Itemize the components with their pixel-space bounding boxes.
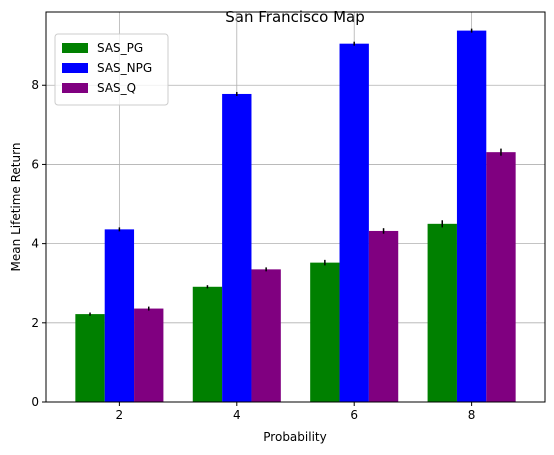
plot-frame	[45, 11, 546, 403]
x-tick-label: 2	[116, 408, 124, 422]
error-bars	[89, 28, 502, 316]
x-tick-label: 6	[350, 408, 358, 422]
x-axis-ticks: 2 4 6 8	[116, 402, 476, 422]
legend-swatch	[62, 83, 88, 93]
bar-sas-q-2	[134, 308, 164, 402]
bar-sas-pg-4	[192, 286, 223, 402]
legend-entry: SAS_PG	[97, 41, 143, 55]
x-tick-label: 8	[468, 408, 476, 422]
bar-sas-q-4	[251, 269, 281, 402]
bar-sas-pg-2	[75, 314, 105, 402]
legend-swatch	[62, 63, 88, 73]
y-axis-label: Mean Lifetime Return	[9, 143, 23, 272]
bar-sas-pg-6	[310, 262, 340, 402]
bar-sas-q-6	[368, 230, 399, 402]
bar-sas-npg-6	[339, 43, 369, 403]
bar-sas-npg-4	[222, 93, 252, 403]
legend-entry: SAS_NPG	[97, 61, 152, 75]
bars	[75, 30, 516, 403]
legend-entry: SAS_Q	[97, 81, 136, 95]
y-tick-label: 2	[31, 316, 39, 330]
legend: SAS_PG SAS_NPG SAS_Q	[54, 33, 169, 106]
y-tick-label: 0	[31, 395, 39, 409]
y-axis-ticks: 0 2 4 6 8	[31, 78, 46, 409]
bar-sas-pg-8	[427, 223, 457, 402]
y-tick-label: 8	[31, 78, 39, 92]
bar-sas-npg-8	[456, 30, 487, 403]
bar-sas-q-8	[486, 152, 516, 402]
legend-swatch	[62, 43, 88, 53]
y-tick-label: 4	[31, 237, 39, 251]
x-axis-label: Probability	[263, 430, 326, 444]
x-tick-label: 4	[233, 408, 241, 422]
y-tick-label: 6	[31, 157, 39, 171]
bar-sas-npg-2	[104, 229, 135, 402]
chart-title: San Francisco Map	[225, 8, 364, 26]
